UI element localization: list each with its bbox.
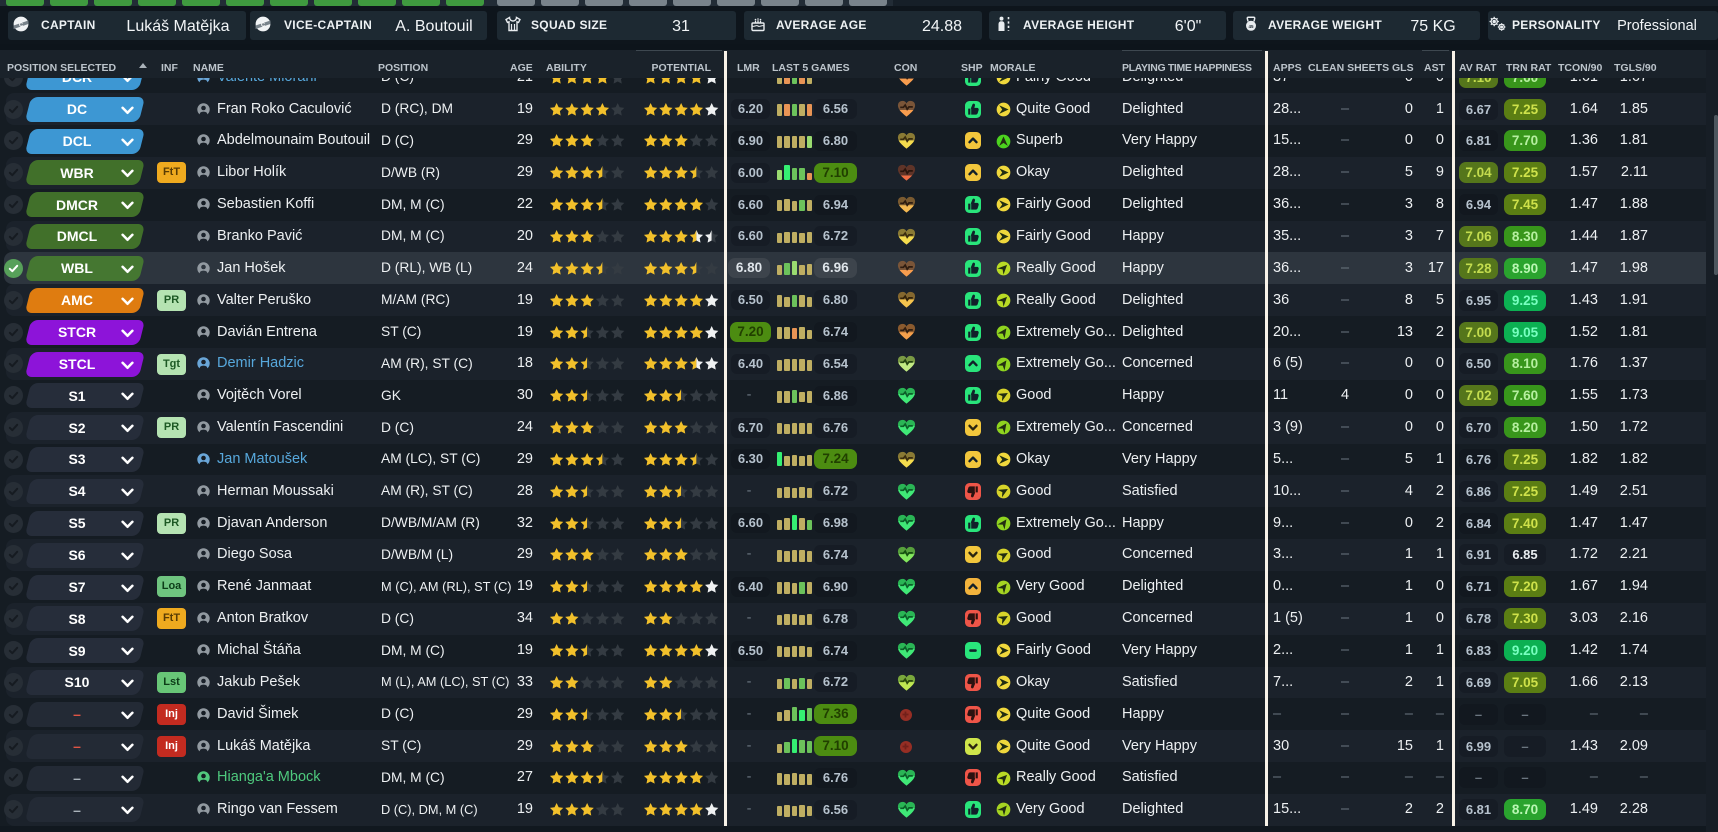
svg-text:45: 45 xyxy=(1248,24,1254,29)
svg-text:C: C xyxy=(19,23,23,29)
svg-text:C: C xyxy=(261,23,265,29)
